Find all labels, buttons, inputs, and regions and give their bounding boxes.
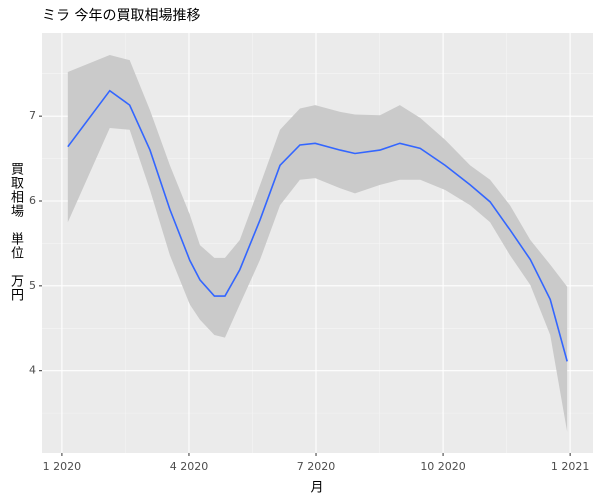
y-tick-label: 7 bbox=[29, 109, 36, 122]
x-tick-label: 4 2020 bbox=[170, 460, 209, 473]
smooth-line bbox=[67, 89, 568, 362]
x-axis-label: 月 bbox=[310, 481, 323, 496]
x-tick-label: 7 2020 bbox=[297, 460, 336, 473]
y-tick-label: 5 bbox=[29, 279, 36, 292]
x-tick-label: 1 2020 bbox=[43, 460, 82, 473]
x-tick-label: 1 2021 bbox=[551, 460, 590, 473]
chart-title: ミラ 今年の買取相場推移 bbox=[42, 8, 200, 24]
confidence-band bbox=[67, 55, 568, 432]
y-axis-label: 買取相場 単位 万円 bbox=[8, 162, 23, 302]
y-tick-label: 4 bbox=[29, 364, 36, 377]
y-tick-label: 6 bbox=[29, 194, 36, 207]
x-tick-label: 10 2020 bbox=[420, 460, 466, 473]
